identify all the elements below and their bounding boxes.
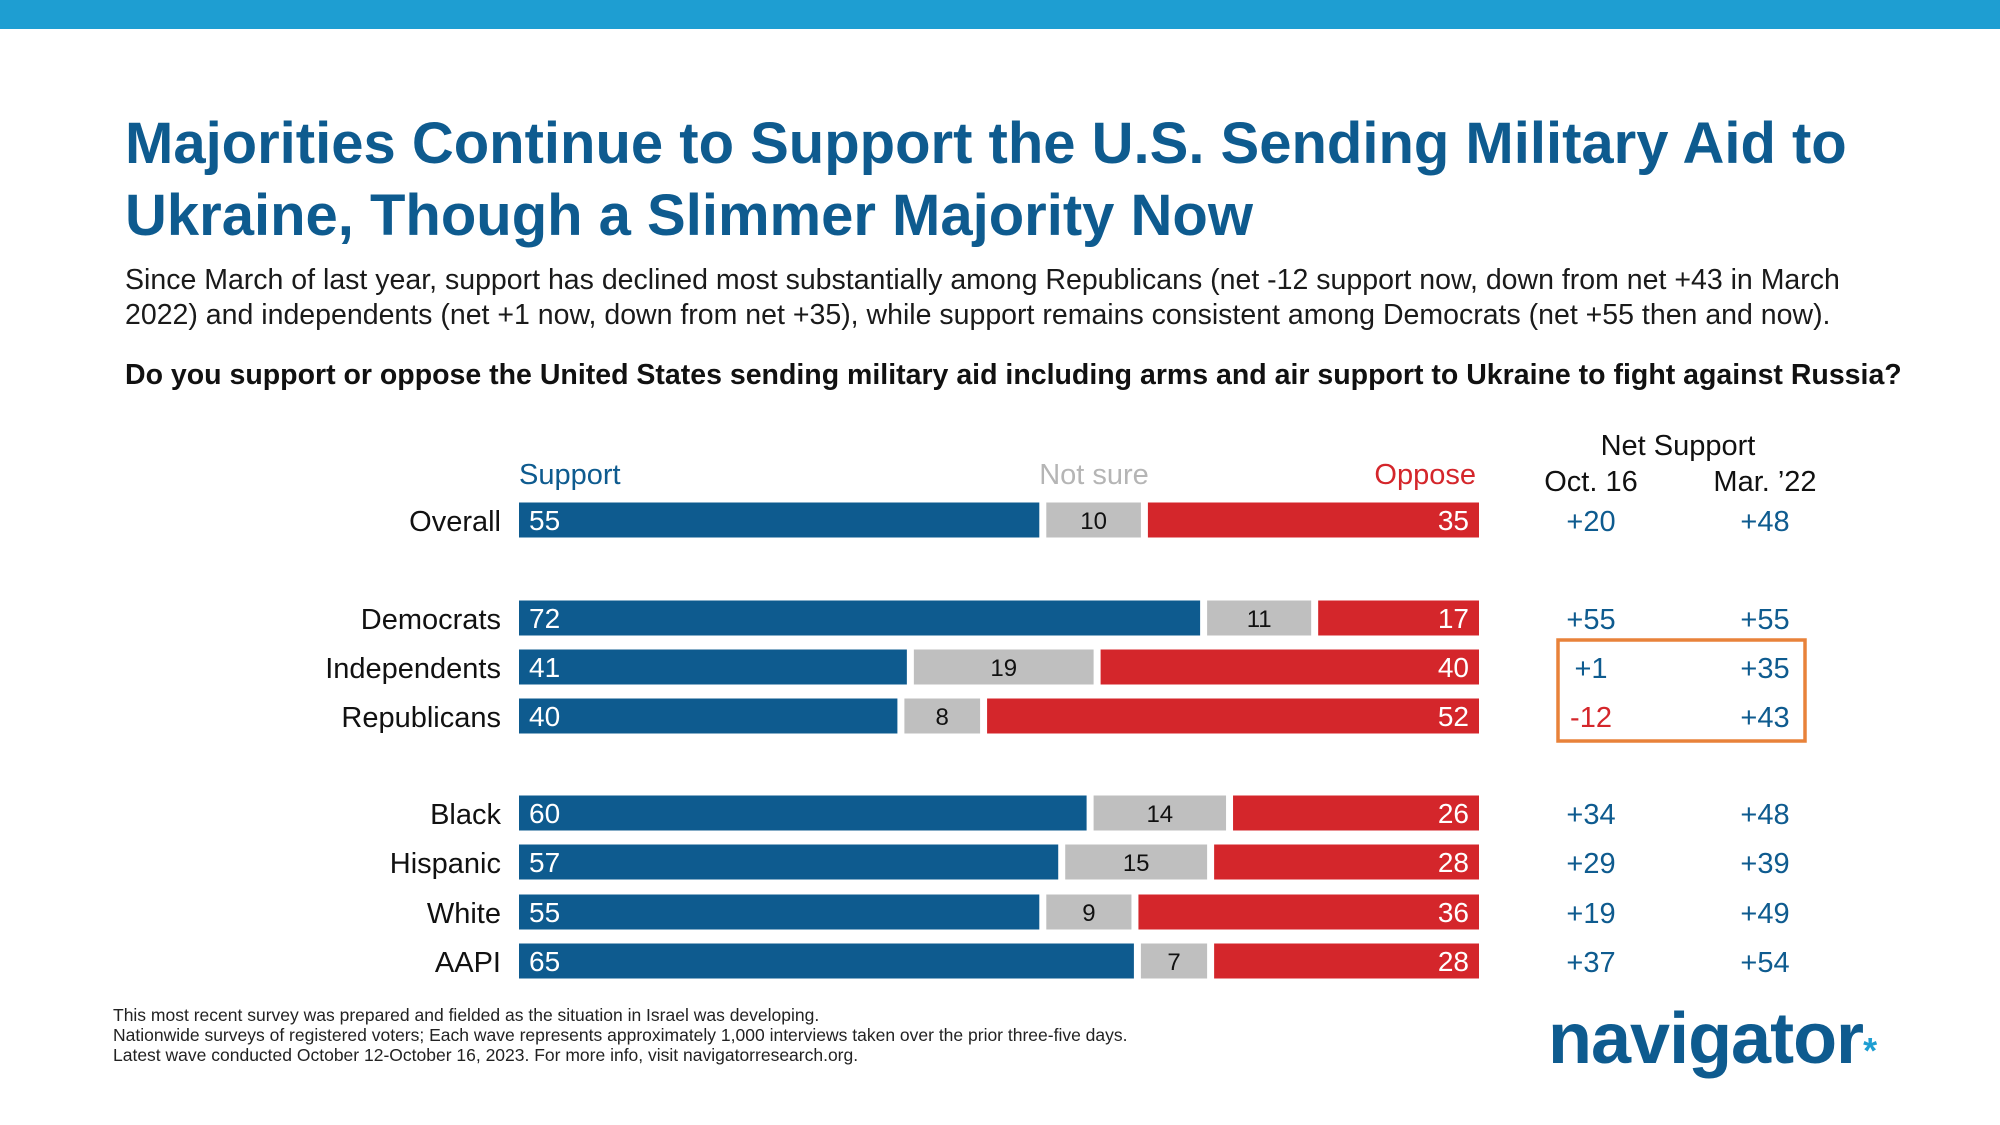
footnote-3: Latest wave conducted October 12-October… [113,1045,859,1065]
bar-support-white [519,894,1040,930]
category-label-white: White [427,898,501,930]
net-value-mar-22-hispanic: +39 [1740,848,1789,880]
bar-not-sure-hispanic [1065,844,1208,880]
category-label-democrats: Democrats [361,604,501,636]
net-value-mar-22-white: +49 [1740,898,1789,930]
value-oppose-republicans: 52 [1438,701,1469,732]
legend-oppose: Oppose [1374,459,1476,491]
value-support-overall: 55 [529,505,560,536]
footnote-1: This most recent survey was prepared and… [113,1005,820,1025]
subtitle: Since March of last year, support has de… [125,264,1840,331]
bar-support-black [519,795,1087,831]
bar-support-overall [519,502,1040,538]
survey-question: Do you support or oppose the United Stat… [125,359,1902,391]
value-oppose-independents: 40 [1438,652,1469,683]
bar-support-republicans [519,698,898,734]
value-oppose-democrats: 17 [1438,603,1469,634]
bar-not-sure-black [1093,795,1227,831]
category-label-hispanic: Hispanic [390,848,501,880]
net-support-header: Net Support [1601,430,1756,462]
value-not-sure-democrats: 11 [1247,606,1272,633]
logo-text: navigator [1548,999,1864,1079]
value-support-republicans: 40 [529,701,560,732]
net-value-oct-16-independents: +1 [1574,653,1607,685]
value-not-sure-overall: 10 [1080,508,1107,535]
net-highlight-box [1556,638,1807,743]
net-value-oct-16-black: +34 [1566,799,1615,831]
category-label-black: Black [430,799,501,831]
value-oppose-hispanic: 28 [1438,847,1469,878]
bar-oppose-democrats [1318,600,1479,636]
value-support-aapi: 65 [529,946,560,977]
net-value-oct-16-republicans: -12 [1570,702,1612,734]
navigator-logo: navigator* [1548,998,1877,1080]
value-not-sure-white: 9 [1082,900,1095,927]
value-not-sure-black: 14 [1146,801,1173,828]
net-value-oct-16-hispanic: +29 [1566,848,1615,880]
page-title: Majorities Continue to Support the U.S. … [125,111,1847,248]
value-oppose-black: 26 [1438,798,1469,829]
net-value-mar-22-overall: +48 [1740,506,1789,538]
bar-oppose-independents [1100,649,1479,685]
net-column-header-mar-22: Mar. ’22 [1713,466,1816,498]
net-value-oct-16-white: +19 [1566,898,1615,930]
value-support-black: 60 [529,798,560,829]
value-support-hispanic: 57 [529,847,560,878]
bar-oppose-republicans [987,698,1479,734]
net-column-header-oct-16: Oct. 16 [1544,466,1638,498]
logo-asterisk-icon: * [1863,1030,1877,1071]
net-value-mar-22-republicans: +43 [1740,702,1789,734]
net-value-mar-22-independents: +35 [1740,653,1789,685]
bar-support-aapi [519,943,1134,979]
bar-oppose-white [1138,894,1479,930]
category-label-aapi: AAPI [435,947,501,979]
category-label-republicans: Republicans [341,702,501,734]
value-oppose-white: 36 [1438,897,1469,928]
category-label-independents: Independents [325,653,501,685]
value-support-white: 55 [529,897,560,928]
net-value-mar-22-aapi: +54 [1740,947,1789,979]
legend-support: Support [519,459,621,491]
bar-not-sure-republicans [904,698,981,734]
net-value-oct-16-aapi: +37 [1566,947,1615,979]
bar-oppose-hispanic [1214,844,1479,880]
net-value-oct-16-democrats: +55 [1566,604,1615,636]
bar-oppose-aapi [1214,943,1479,979]
net-value-mar-22-black: +48 [1740,799,1789,831]
net-value-oct-16-overall: +20 [1566,506,1615,538]
bar-support-independents [519,649,907,685]
legend-not-sure: Not sure [1039,459,1149,491]
bar-not-sure-democrats [1207,600,1312,636]
bar-not-sure-white [1046,894,1132,930]
value-not-sure-aapi: 7 [1167,949,1180,976]
bar-support-hispanic [519,844,1059,880]
value-not-sure-republicans: 8 [936,704,949,731]
bar-support-democrats [519,600,1201,636]
value-oppose-aapi: 28 [1438,946,1469,977]
category-label-overall: Overall [409,506,501,538]
value-support-independents: 41 [529,652,560,683]
net-value-mar-22-democrats: +55 [1740,604,1789,636]
bar-oppose-overall [1147,502,1479,538]
top-color-band [0,0,2000,29]
bar-not-sure-aapi [1140,943,1208,979]
value-not-sure-independents: 19 [990,655,1017,682]
value-oppose-overall: 35 [1438,505,1469,536]
footnote-2: Nationwide surveys of registered voters;… [113,1025,1128,1045]
bar-not-sure-independents [913,649,1094,685]
value-support-democrats: 72 [529,603,560,634]
bar-not-sure-overall [1046,502,1141,538]
value-not-sure-hispanic: 15 [1123,850,1150,877]
bar-oppose-black [1233,795,1479,831]
